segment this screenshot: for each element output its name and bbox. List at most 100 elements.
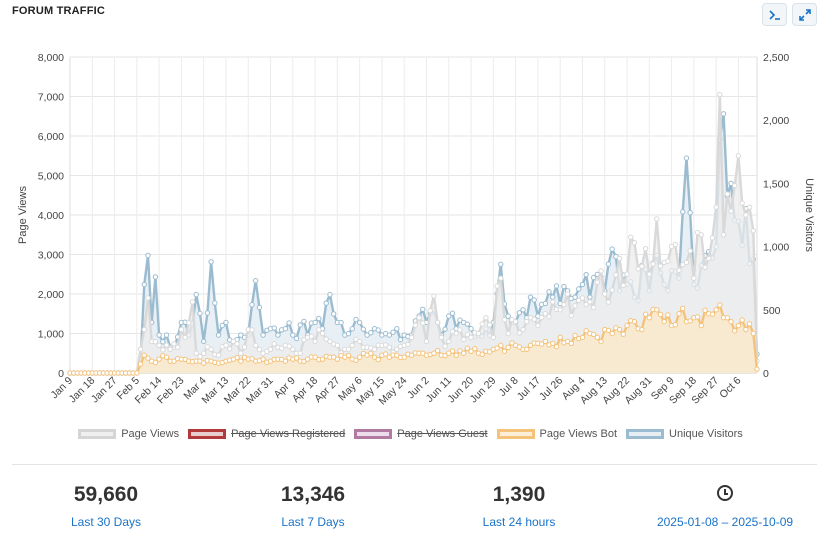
data-point[interactable] [141, 281, 147, 288]
data-point[interactable] [524, 318, 530, 325]
data-point[interactable] [527, 294, 534, 300]
data-point[interactable] [702, 264, 708, 270]
data-point[interactable] [509, 340, 515, 346]
data-point[interactable] [382, 342, 389, 348]
data-point[interactable] [631, 318, 638, 325]
data-point[interactable] [145, 355, 151, 361]
data-point[interactable] [137, 361, 144, 367]
data-point[interactable] [267, 346, 274, 352]
data-point[interactable] [594, 279, 601, 285]
data-point[interactable] [572, 332, 578, 339]
data-point[interactable] [208, 259, 214, 265]
data-point[interactable] [286, 320, 292, 326]
data-point[interactable] [182, 334, 188, 341]
data-point[interactable] [457, 327, 463, 333]
data-point[interactable] [602, 291, 608, 297]
data-point[interactable] [583, 271, 589, 278]
data-point[interactable] [297, 322, 303, 328]
data-point[interactable] [750, 330, 756, 337]
data-point[interactable] [717, 302, 723, 308]
data-point[interactable] [553, 283, 560, 289]
data-point[interactable] [241, 344, 248, 350]
data-point[interactable] [334, 356, 341, 362]
data-point[interactable] [457, 317, 463, 323]
data-point[interactable] [720, 111, 727, 117]
data-point[interactable] [446, 313, 452, 319]
data-point[interactable] [642, 311, 649, 317]
stat-label[interactable]: Last 30 Days [70, 515, 142, 529]
data-point[interactable] [665, 312, 671, 318]
data-point[interactable] [412, 322, 419, 328]
data-point[interactable] [420, 306, 426, 312]
data-point[interactable] [394, 352, 400, 358]
data-point[interactable] [204, 344, 211, 350]
data-point[interactable] [397, 336, 404, 343]
data-point[interactable] [356, 354, 363, 360]
data-point[interactable] [137, 346, 144, 352]
data-point[interactable] [152, 339, 159, 345]
data-point[interactable] [687, 210, 693, 216]
data-point[interactable] [368, 350, 374, 357]
data-point[interactable] [609, 246, 615, 252]
data-point[interactable] [460, 336, 467, 343]
data-point[interactable] [334, 342, 341, 349]
data-point[interactable] [464, 321, 471, 327]
data-point[interactable] [717, 91, 723, 98]
data-point[interactable] [546, 313, 552, 320]
data-point[interactable] [657, 263, 664, 269]
data-point[interactable] [460, 350, 467, 356]
data-point[interactable] [698, 232, 704, 238]
data-point[interactable] [743, 212, 749, 218]
data-point[interactable] [360, 326, 367, 332]
data-point[interactable] [535, 322, 541, 329]
data-point[interactable] [197, 310, 203, 317]
data-point[interactable] [587, 299, 593, 305]
data-point[interactable] [330, 311, 337, 317]
data-point[interactable] [520, 326, 526, 333]
data-point[interactable] [698, 322, 704, 329]
data-point[interactable] [197, 353, 203, 360]
data-point[interactable] [193, 350, 199, 356]
stat-label[interactable]: Last 7 Days [281, 515, 345, 529]
data-point[interactable] [486, 322, 493, 328]
data-point[interactable] [646, 315, 653, 321]
data-point[interactable] [319, 330, 326, 337]
data-point[interactable] [743, 326, 749, 333]
data-point[interactable] [219, 322, 225, 329]
data-point[interactable] [468, 348, 474, 354]
data-point[interactable] [345, 331, 352, 337]
data-point[interactable] [665, 258, 671, 264]
data-point[interactable] [609, 287, 615, 293]
data-point[interactable] [249, 302, 255, 308]
data-point[interactable] [353, 316, 359, 323]
data-point[interactable] [639, 326, 645, 333]
data-point[interactable] [505, 344, 511, 351]
data-point[interactable] [564, 291, 571, 297]
data-point[interactable] [613, 272, 619, 278]
data-point[interactable] [312, 319, 318, 326]
data-point[interactable] [234, 341, 240, 347]
data-point[interactable] [512, 318, 519, 325]
data-point[interactable] [616, 255, 623, 262]
data-point[interactable] [293, 355, 300, 361]
data-point[interactable] [408, 334, 415, 341]
data-point[interactable] [516, 344, 523, 350]
data-point[interactable] [338, 319, 344, 326]
data-point[interactable] [702, 307, 708, 314]
data-point[interactable] [301, 318, 307, 325]
data-point[interactable] [312, 338, 318, 345]
data-point[interactable] [546, 289, 552, 295]
data-point[interactable] [290, 346, 296, 352]
data-point[interactable] [356, 338, 363, 345]
data-point[interactable] [290, 332, 296, 338]
data-point[interactable] [316, 315, 322, 322]
stat-label[interactable]: Last 24 hours [482, 515, 556, 529]
data-point[interactable] [364, 332, 370, 338]
legend-item-page-views-registered[interactable]: Page Views Registered [188, 428, 345, 440]
data-point[interactable] [141, 326, 147, 333]
data-point[interactable] [186, 320, 192, 326]
data-point[interactable] [590, 331, 597, 338]
data-point[interactable] [327, 291, 333, 298]
data-point[interactable] [390, 329, 396, 335]
data-point[interactable] [323, 336, 329, 342]
